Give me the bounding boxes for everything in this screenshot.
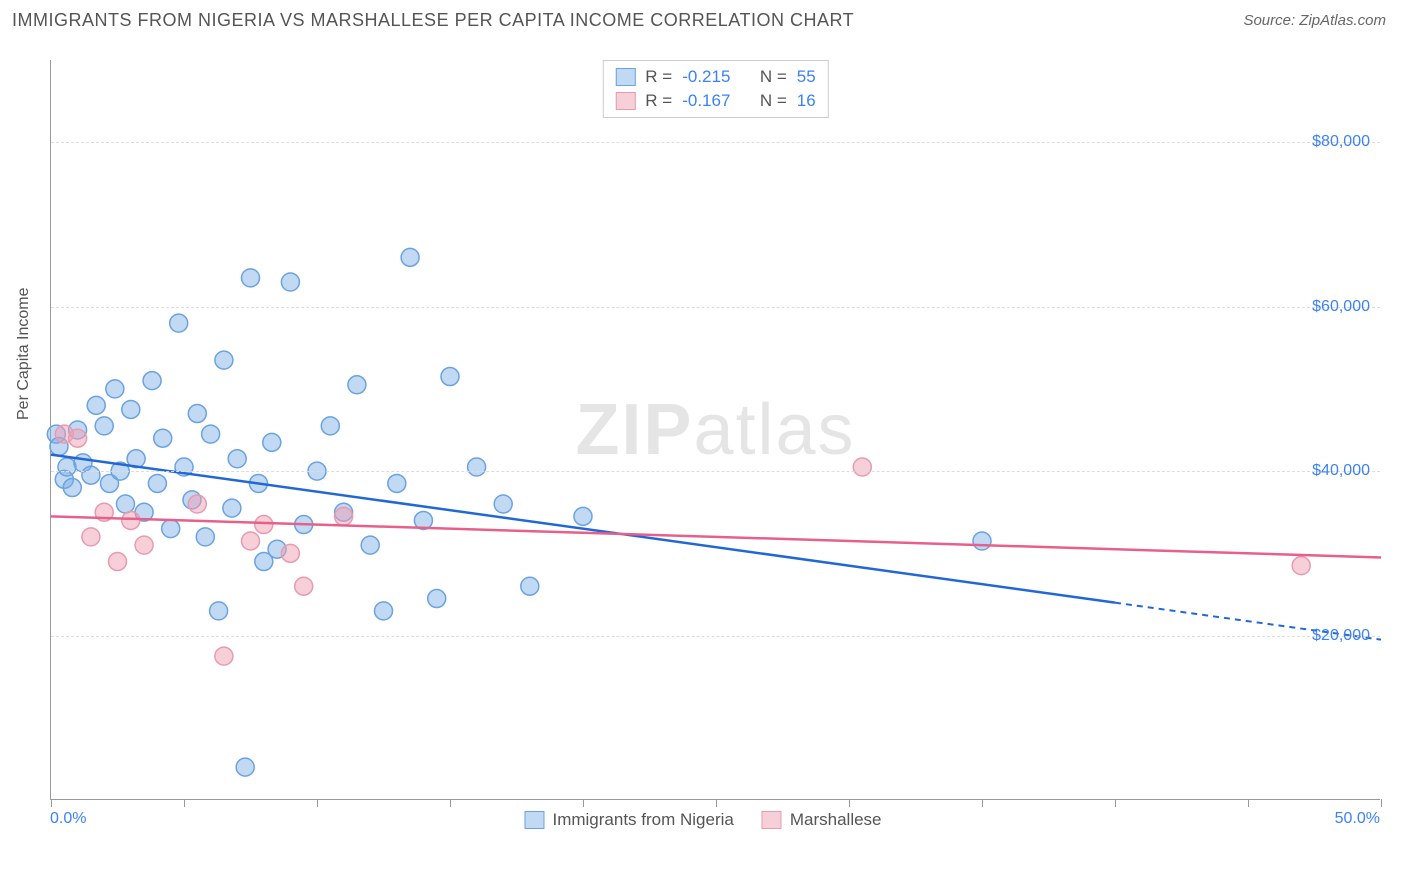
y-tick-label: $40,000 xyxy=(1312,462,1370,480)
r-value-nigeria: -0.215 xyxy=(682,67,730,87)
r-label: R = xyxy=(645,67,672,87)
x-axis-max: 50.0% xyxy=(1335,810,1380,828)
x-axis-min: 0.0% xyxy=(50,810,86,828)
legend-label-marshallese: Marshallese xyxy=(790,810,882,830)
stats-row-nigeria: R = -0.215 N = 55 xyxy=(615,65,815,89)
n-value-nigeria: 55 xyxy=(797,67,816,87)
y-tick-label: $20,000 xyxy=(1312,627,1370,645)
chart-plot-area: ZIPatlas R = -0.215 N = 55 R = -0.167 N … xyxy=(50,60,1380,800)
n-label: N = xyxy=(760,67,787,87)
r-value-marshallese: -0.167 xyxy=(682,91,730,111)
y-tick-label: $80,000 xyxy=(1312,133,1370,151)
legend-swatch-marshallese xyxy=(762,811,782,829)
correlation-stats-box: R = -0.215 N = 55 R = -0.167 N = 16 xyxy=(602,60,828,118)
bottom-legend: Immigrants from Nigeria Marshallese xyxy=(524,810,881,830)
n-label: N = xyxy=(760,91,787,111)
legend-label-nigeria: Immigrants from Nigeria xyxy=(552,810,733,830)
y-axis-label: Per Capita Income xyxy=(15,287,33,420)
y-tick-label: $60,000 xyxy=(1312,298,1370,316)
stats-row-marshallese: R = -0.167 N = 16 xyxy=(615,89,815,113)
swatch-marshallese xyxy=(615,92,635,110)
n-value-marshallese: 16 xyxy=(797,91,816,111)
legend-item-nigeria: Immigrants from Nigeria xyxy=(524,810,733,830)
scatter-plot-svg xyxy=(51,60,1380,799)
swatch-nigeria xyxy=(615,68,635,86)
chart-title: IMMIGRANTS FROM NIGERIA VS MARSHALLESE P… xyxy=(12,10,854,31)
source-attribution: Source: ZipAtlas.com xyxy=(1243,12,1386,29)
legend-swatch-nigeria xyxy=(524,811,544,829)
r-label: R = xyxy=(645,91,672,111)
legend-item-marshallese: Marshallese xyxy=(762,810,882,830)
